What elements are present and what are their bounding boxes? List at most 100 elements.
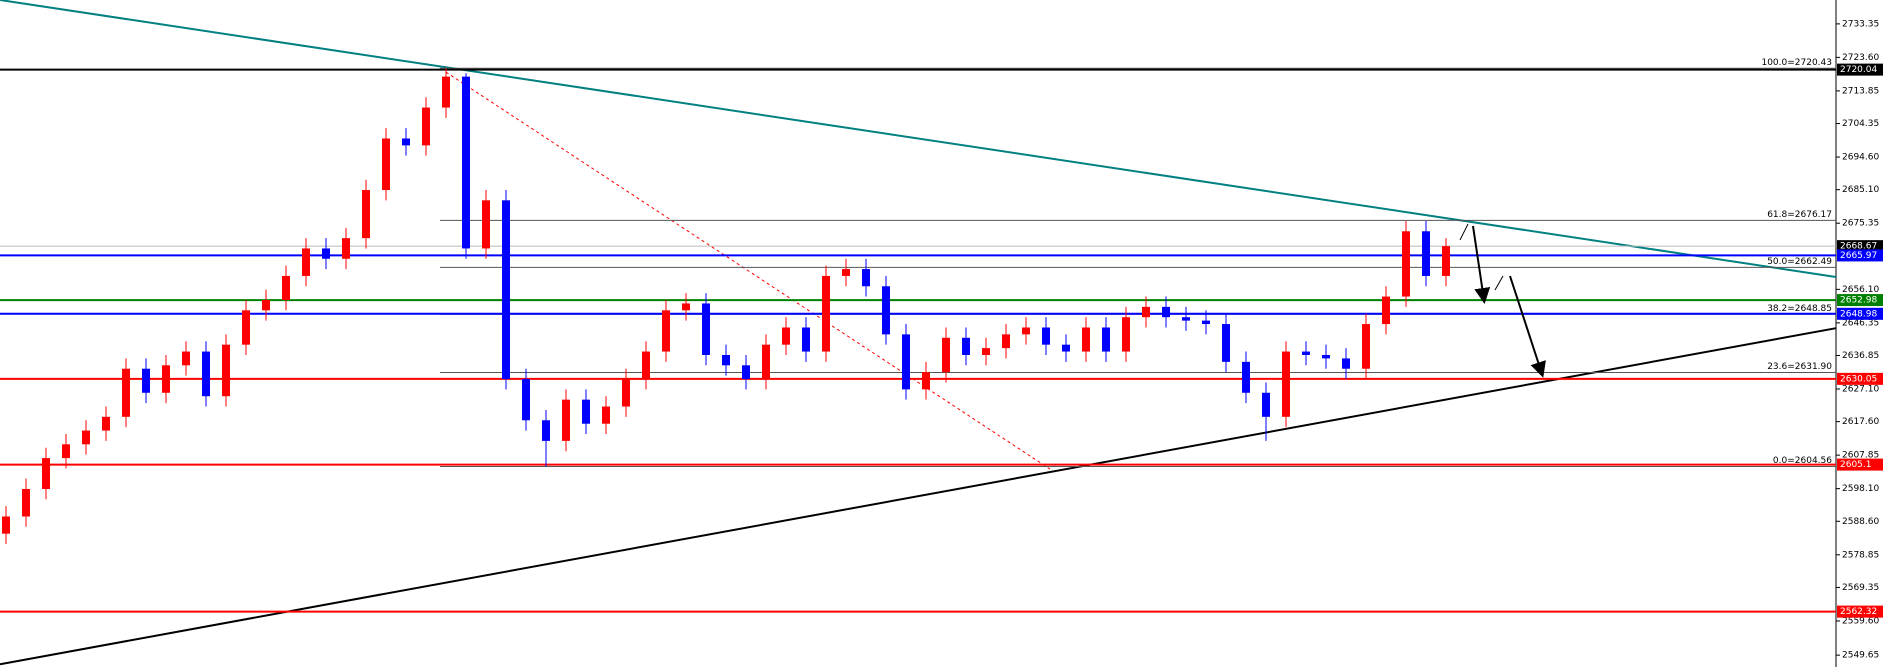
y-tick-label: 2656.10 [1842,285,1879,295]
y-tick-label: 2617.60 [1842,417,1879,427]
candle-body [242,310,250,345]
candle-body [782,327,790,345]
candle-body [582,399,590,424]
y-tick-label: 2578.85 [1842,550,1879,560]
candle-body [1102,327,1110,352]
candle-body [1122,317,1130,352]
candle-body [1042,327,1050,345]
candle-body [562,399,570,441]
level-label: 2562.32 [1840,607,1877,617]
candle-body [1382,296,1390,325]
level-box [1837,249,1883,262]
candle-body [1262,392,1270,417]
candle-body [102,416,110,431]
y-tick-label: 2646.35 [1842,318,1879,328]
candle-body [162,365,170,393]
level-label: 2605.1 [1840,460,1872,470]
candle-body [342,238,350,259]
y-tick-label: 2598.10 [1842,484,1879,494]
candle-body [1342,358,1350,369]
candle-body [942,337,950,373]
candle-body [1142,306,1150,318]
candle-body [362,190,370,239]
candle-body [482,200,490,249]
candle-body [862,269,870,287]
candle-body [1082,327,1090,352]
y-tick-label: 2713.85 [1842,86,1879,96]
candle-body [1282,351,1290,417]
y-tick-label: 2636.85 [1842,351,1879,361]
candle-body [882,286,890,335]
candle-body [122,368,130,417]
trendline [445,71,1051,470]
candle-body [462,76,470,249]
candle-body [42,458,50,489]
arrow [1509,275,1546,378]
candle-body [1302,351,1310,355]
candle-body [522,379,530,421]
candle-body [1402,231,1410,297]
level-box [1837,372,1883,385]
level-box [1837,605,1883,618]
y-tick-label: 2733.35 [1842,19,1879,29]
candle-body [542,420,550,441]
candle-body [802,327,810,352]
y-tick-label: 2549.65 [1842,651,1879,661]
candle-body [142,368,150,393]
level-box [1837,294,1883,307]
candle-body [22,488,30,517]
fib-label: 23.6=2631.90 [1767,362,1832,372]
level-label: 2630.05 [1840,374,1877,384]
level-label: 2652.98 [1840,296,1877,306]
hand-line [1459,223,1469,241]
candle-body [422,107,430,146]
trendline [0,0,1837,278]
fib-label: 61.8=2676.17 [1767,210,1832,220]
candle-body [1182,317,1190,321]
candle-body [442,76,450,108]
candle-body [1242,361,1250,393]
candle-body [1362,324,1370,369]
candle-body [702,303,710,355]
level-box [1837,240,1883,253]
candle-body [1322,354,1330,359]
y-tick-label: 2694.60 [1842,153,1879,163]
candle-body [742,365,750,380]
y-tick-label: 2723.60 [1842,53,1879,63]
fib-label: 50.0=2662.49 [1767,257,1832,267]
candle-body [182,351,190,366]
candle-body [962,337,970,355]
y-tick-label: 2627.10 [1842,384,1879,394]
candle-body [602,406,610,424]
y-tick-label: 2588.60 [1842,517,1879,527]
candle-body [1062,344,1070,352]
y-tick-label: 2685.10 [1842,185,1879,195]
candle-body [382,138,390,191]
y-tick-label: 2559.60 [1842,616,1879,626]
candle-body [1442,246,1450,276]
y-tick-label: 2704.35 [1842,119,1879,129]
candle-body [1202,320,1210,325]
candle-body [762,344,770,380]
level-label: 2665.97 [1840,251,1877,261]
candle-body [222,344,230,397]
level-label: 2668.67 [1840,242,1877,252]
candle-body [622,379,630,407]
candle-body [902,334,910,390]
candle-body [502,200,510,380]
candle-body [2,516,10,534]
arrow [1472,225,1491,304]
candle-body [1002,334,1010,349]
candle-body [1162,306,1170,318]
candle-body [322,248,330,259]
candle-body [202,351,210,397]
y-tick-label: 2607.85 [1842,451,1879,461]
candle-body [1022,327,1030,335]
fib-label: 38.2=2648.85 [1767,304,1832,314]
level-box [1837,458,1883,471]
level-box [1837,307,1883,320]
fib-label: 0.0=2604.56 [1773,456,1832,466]
level-box [1837,63,1883,76]
